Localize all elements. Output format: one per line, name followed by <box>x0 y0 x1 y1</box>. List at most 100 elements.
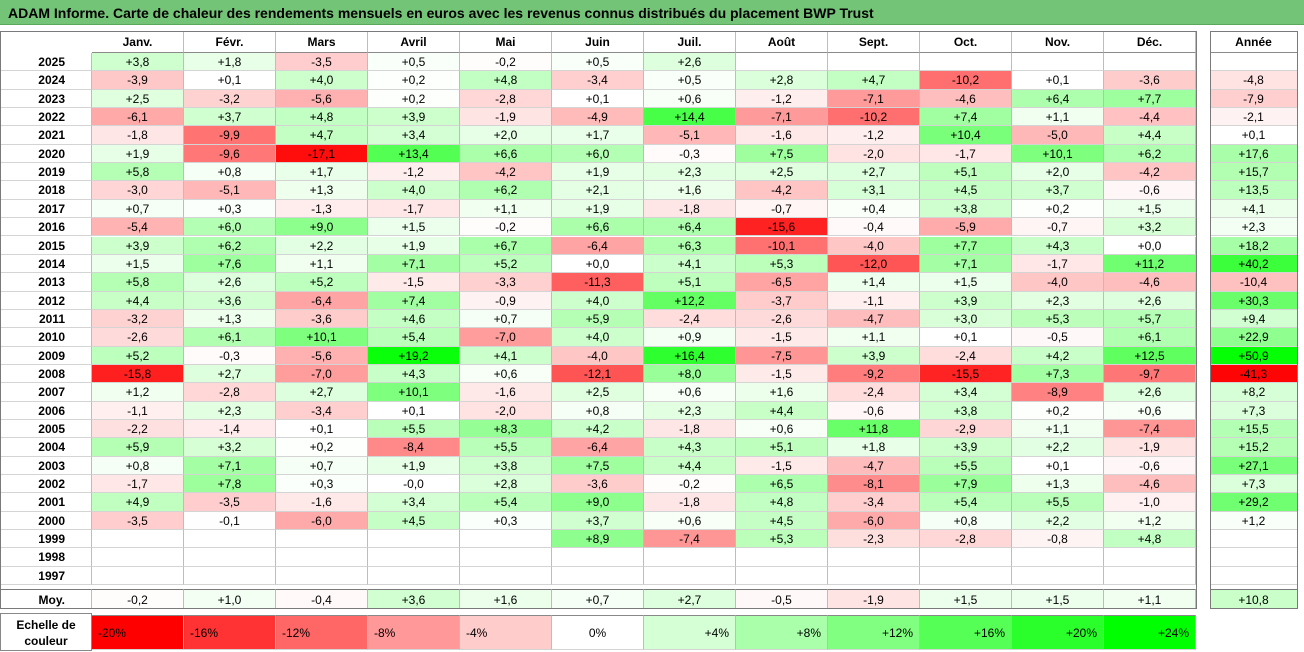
heatmap-cell: +4,0 <box>368 181 460 200</box>
heatmap-cell: +5,8 <box>92 273 184 292</box>
heatmap-cell: -1,7 <box>92 475 184 494</box>
heatmap-cell: +7,3 <box>1012 364 1104 384</box>
heatmap-cell: +2,6 <box>644 53 736 72</box>
heatmap-cell: +7,9 <box>920 475 1012 494</box>
month-header: Mars <box>276 31 368 53</box>
year-label: 2015 <box>0 236 92 255</box>
heatmap-cell: +0,1 <box>1012 71 1104 90</box>
heatmap-cell: -3,5 <box>92 511 184 531</box>
heatmap-cell: -6,5 <box>736 273 828 292</box>
heatmap-cell: +6,2 <box>184 236 276 255</box>
heatmap-cell <box>368 566 460 586</box>
heatmap-cell: +7,1 <box>368 254 460 274</box>
heatmap-cell: +4,9 <box>92 493 184 512</box>
year-label: 1998 <box>0 548 92 567</box>
heatmap-cell: +6,6 <box>552 218 644 237</box>
year-label: 2009 <box>0 346 92 365</box>
average-cell: -0,5 <box>736 589 828 609</box>
heatmap-cell: -4,9 <box>552 108 644 127</box>
heatmap-cell: +3,8 <box>920 199 1012 219</box>
heatmap-cell: +0,6 <box>644 383 736 402</box>
heatmap-cell: -5,0 <box>1012 126 1104 145</box>
heatmap-cell: +4,3 <box>368 364 460 384</box>
heatmap-cell: +1,2 <box>1104 511 1196 531</box>
average-cell: +1,1 <box>1104 589 1196 609</box>
year-total-cell: +1,2 <box>1210 511 1298 531</box>
heatmap-cell: +0,9 <box>644 328 736 347</box>
heatmap-cell: +1,2 <box>92 383 184 402</box>
heatmap-cell: +4,8 <box>276 108 368 127</box>
heatmap-cell: -1,1 <box>92 401 184 420</box>
year-total-cell: -4,8 <box>1210 71 1298 90</box>
heatmap-cell: +7,6 <box>184 254 276 274</box>
heatmap-cell: -0,6 <box>1104 456 1196 476</box>
heatmap-cell: -5,4 <box>92 218 184 237</box>
month-header: Juil. <box>644 31 736 53</box>
heatmap-cell: -17,1 <box>276 144 368 164</box>
heatmap-cell: +7,1 <box>920 254 1012 274</box>
year-total-cell: -2,1 <box>1210 108 1298 127</box>
heatmap-cell: -2,8 <box>184 383 276 402</box>
heatmap-cell: +4,0 <box>552 291 644 310</box>
year-label: 2014 <box>0 254 92 274</box>
heatmap-cell: +1,7 <box>552 126 644 145</box>
heatmap-cell: +2,5 <box>736 163 828 182</box>
year-total-cell <box>1210 548 1298 567</box>
average-cell: -1,9 <box>828 589 920 609</box>
heatmap-cell: +6,1 <box>1104 328 1196 347</box>
month-header: Août <box>736 31 828 53</box>
heatmap-cell: +2,1 <box>552 181 644 200</box>
year-total-cell: +27,1 <box>1210 456 1298 476</box>
heatmap-cell: -0,6 <box>828 401 920 420</box>
heatmap-cell <box>276 530 368 549</box>
heatmap-cell: -0,3 <box>184 346 276 365</box>
heatmap-cell: -5,1 <box>644 126 736 145</box>
heatmap-cell: +1,1 <box>276 254 368 274</box>
heatmap-cell: -5,6 <box>276 89 368 109</box>
heatmap-cell <box>184 548 276 567</box>
year-label: 2000 <box>0 511 92 531</box>
heatmap-cell: -3,0 <box>92 181 184 200</box>
year-label: 2021 <box>0 126 92 145</box>
year-total-cell: +0,1 <box>1210 126 1298 145</box>
heatmap-cell: -6,1 <box>92 108 184 127</box>
year-total-cell: +2,3 <box>1210 218 1298 237</box>
color-scale-swatch: +12% <box>828 615 920 650</box>
heatmap-cell: +4,6 <box>368 309 460 329</box>
heatmap-cell: +4,8 <box>1104 530 1196 549</box>
heatmap-cell: -1,7 <box>368 199 460 219</box>
heatmap-cell: +6,0 <box>184 218 276 237</box>
heatmap-cell <box>460 530 552 549</box>
heatmap-cell: -2,9 <box>920 420 1012 439</box>
heatmap-cell: -0,2 <box>460 218 552 237</box>
heatmap-cell: +0,2 <box>276 438 368 457</box>
heatmap-cell: +5,4 <box>920 493 1012 512</box>
heatmap-cell: +5,5 <box>368 420 460 439</box>
year-label: 2018 <box>0 181 92 200</box>
heatmap-cell: +3,7 <box>1012 181 1104 200</box>
month-header: Janv. <box>92 31 184 53</box>
heatmap-cell: -0,7 <box>736 199 828 219</box>
heatmap-cell: -15,6 <box>736 218 828 237</box>
year-total-cell <box>1210 53 1298 72</box>
heatmap-cell: +4,7 <box>276 126 368 145</box>
heatmap-cell: +0,7 <box>276 456 368 476</box>
heatmap-cell <box>1012 548 1104 567</box>
heatmap-cell: +3,9 <box>920 438 1012 457</box>
year-total-cell: -7,9 <box>1210 89 1298 109</box>
heatmap-cell: -1,5 <box>736 328 828 347</box>
heatmap-cell: -2,6 <box>92 328 184 347</box>
heatmap-cell: +2,6 <box>1104 383 1196 402</box>
heatmap-cell: +12,2 <box>644 291 736 310</box>
heatmap-cell: +1,5 <box>368 218 460 237</box>
heatmap-cell: -0,1 <box>184 511 276 531</box>
heatmap-cell: -2,4 <box>828 383 920 402</box>
heatmap-cell: -6,0 <box>276 511 368 531</box>
heatmap-cell <box>644 566 736 586</box>
heatmap-cell: +0,2 <box>368 89 460 109</box>
heatmap-cell: -1,6 <box>276 493 368 512</box>
heatmap-cell: +0,8 <box>920 511 1012 531</box>
heatmap-cell: -10,1 <box>736 236 828 255</box>
heatmap-cell: +0,1 <box>368 401 460 420</box>
heatmap-cell: +4,8 <box>460 71 552 90</box>
